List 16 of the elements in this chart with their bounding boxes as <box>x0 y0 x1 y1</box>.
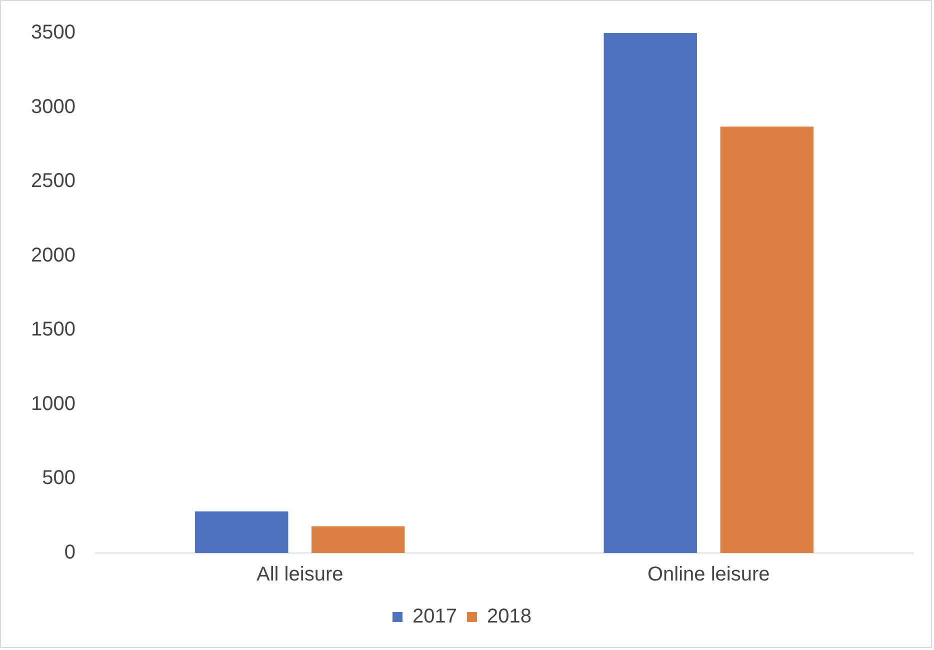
y-tick-label: 3000 <box>30 96 76 118</box>
legend-label: 2017 <box>412 606 458 628</box>
y-tick-label: 3500 <box>30 22 76 44</box>
y-tick-label: 2000 <box>30 244 76 266</box>
legend-label: 2018 <box>487 606 532 628</box>
bar <box>195 511 288 553</box>
y-tick-label: 500 <box>42 467 76 490</box>
y-tick-label: 1500 <box>30 318 76 341</box>
y-tick-label: 0 <box>64 542 76 564</box>
y-tick-label: 1000 <box>30 392 76 415</box>
bar <box>720 126 814 553</box>
y-tick-label: 2500 <box>30 170 76 192</box>
x-tick-label: All leisure <box>256 564 344 586</box>
bar <box>604 33 697 553</box>
bar <box>312 526 405 553</box>
x-tick-label: Online leisure <box>647 564 770 586</box>
